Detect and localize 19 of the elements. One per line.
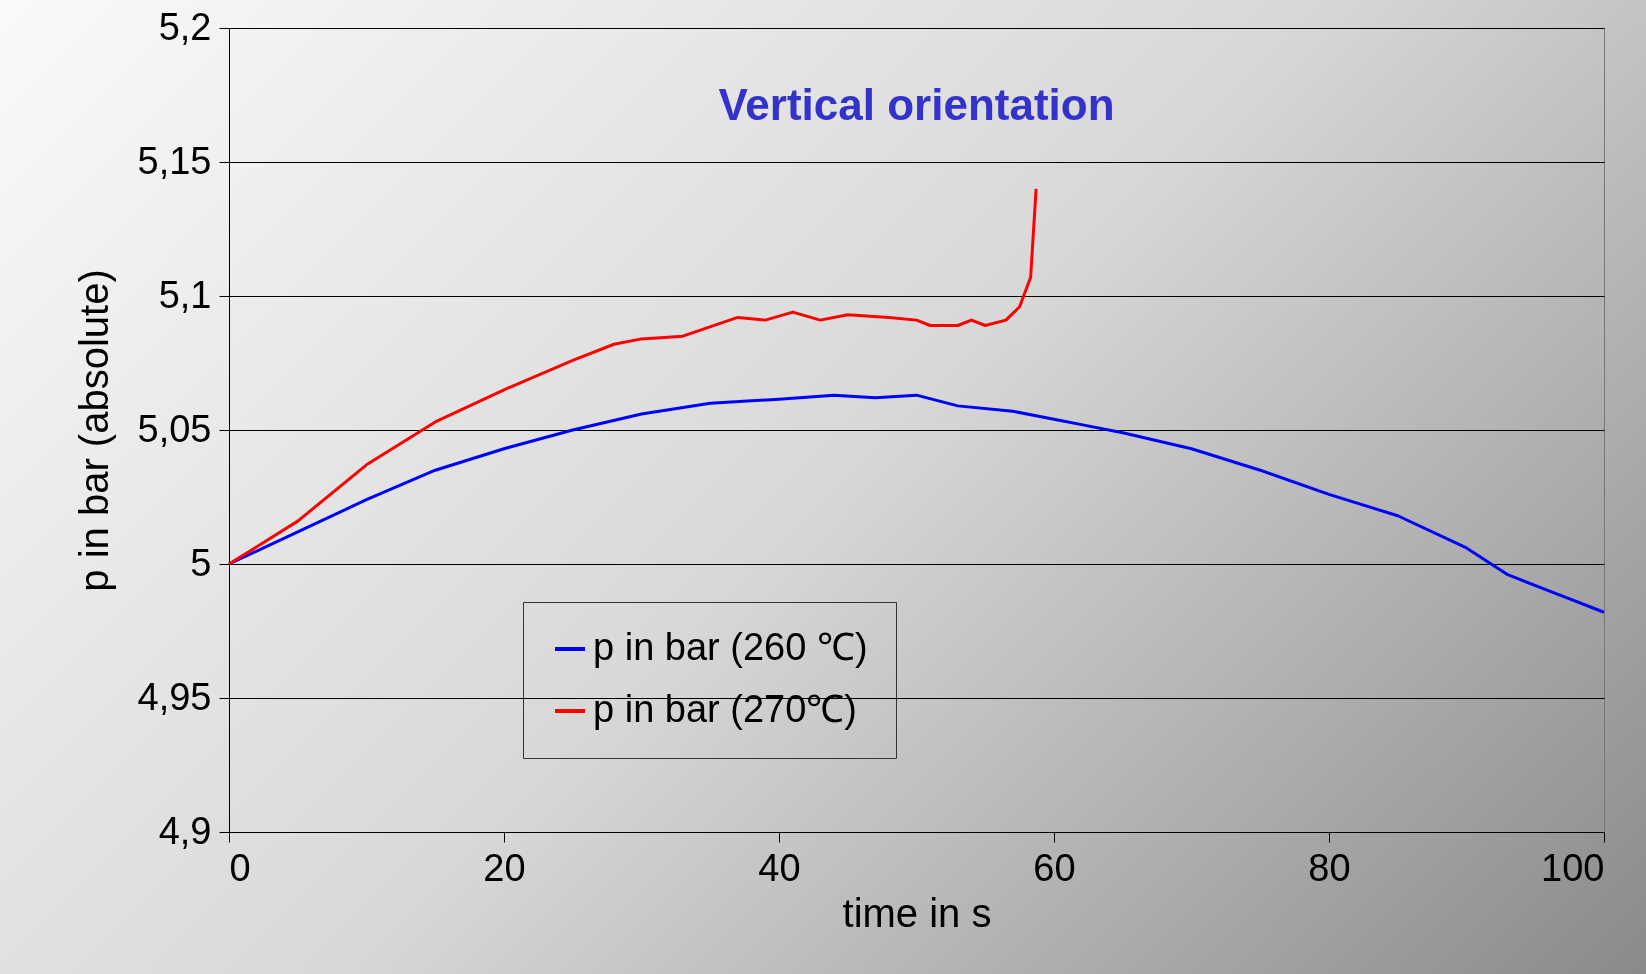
y-tick-label: 4,95 <box>137 675 212 718</box>
y-tick-label: 5,2 <box>158 5 212 48</box>
y-tick-label: 5,05 <box>137 407 212 450</box>
y-tick-label: 4,9 <box>158 809 212 852</box>
y-tick-label: 5 <box>190 541 212 584</box>
y-tick-label: 5,15 <box>137 139 212 182</box>
x-tick-label: 40 <box>758 846 801 889</box>
legend-label: p in bar (260 ℃) <box>593 626 868 668</box>
legend-label: p in bar (270℃) <box>593 688 858 730</box>
line-series <box>227 187 1038 566</box>
y-axis-title: p in bar (absolute) <box>71 269 116 592</box>
x-tick-label: 0 <box>229 846 251 889</box>
text: Vertical orientation <box>718 80 1115 129</box>
x-tick-label: 60 <box>1033 846 1076 889</box>
x-tick-label: 100 <box>1541 846 1605 889</box>
x-axis-title: time in s <box>842 890 992 935</box>
x-tick-label: 20 <box>483 846 526 889</box>
y-tick-label: 5,1 <box>158 273 212 316</box>
x-tick-label: 80 <box>1308 846 1351 889</box>
